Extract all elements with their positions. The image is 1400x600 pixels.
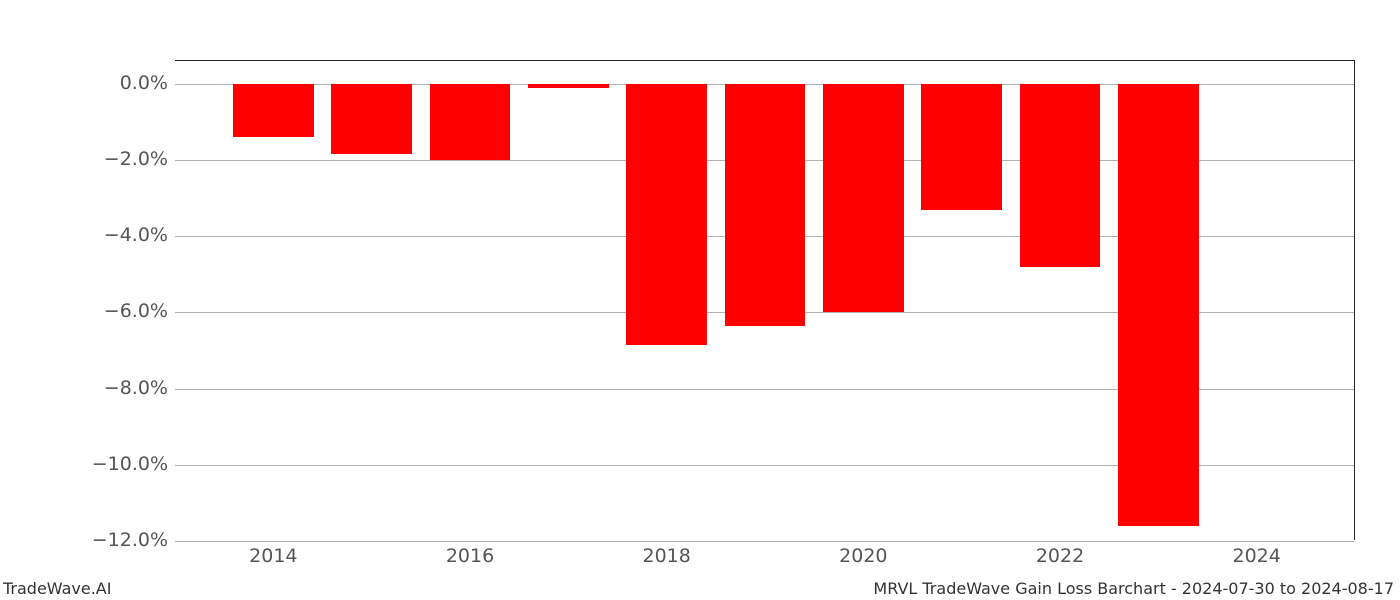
bar [823,84,904,313]
x-tick-label: 2018 [642,545,690,567]
y-tick-label: −8.0% [104,377,168,399]
y-tick-label: −12.0% [92,529,168,551]
bar [921,84,1002,210]
bar [1118,84,1199,526]
bar [528,84,609,88]
x-tick-label: 2020 [839,545,887,567]
grid-line [175,541,1354,542]
y-tick-label: −6.0% [104,300,168,322]
y-tick-label: −2.0% [104,148,168,170]
x-tick-label: 2024 [1232,545,1280,567]
y-tick-label: −10.0% [92,453,168,475]
bar [626,84,707,345]
footer-left-text: TradeWave.AI [3,579,111,598]
bar [1020,84,1101,267]
plot-area [175,60,1355,540]
y-tick-label: 0.0% [120,72,168,94]
x-tick-label: 2014 [249,545,297,567]
bar [725,84,806,326]
x-tick-label: 2016 [446,545,494,567]
footer-right-text: MRVL TradeWave Gain Loss Barchart - 2024… [873,579,1394,598]
bar [430,84,511,160]
bar [331,84,412,154]
x-tick-label: 2022 [1036,545,1084,567]
y-tick-label: −4.0% [104,224,168,246]
bar [233,84,314,137]
